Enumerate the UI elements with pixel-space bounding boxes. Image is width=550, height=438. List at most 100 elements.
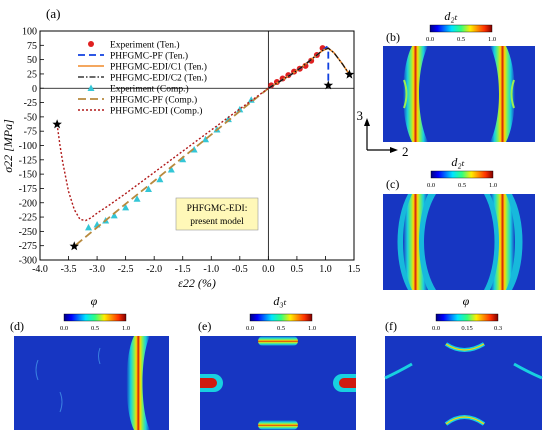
y-tick-label: -175 bbox=[19, 184, 37, 195]
colorbar-tick: 0.0 bbox=[432, 325, 440, 332]
annotation-line2: present model bbox=[190, 217, 244, 227]
data-point bbox=[202, 135, 210, 143]
legend-entry: PHFGMC-EDI/C1 (Ten.) bbox=[110, 62, 207, 73]
colorbar-c bbox=[430, 170, 494, 179]
damage-band-left bbox=[403, 194, 428, 290]
failure-star-icon bbox=[52, 119, 62, 129]
x-tick-label: -2.5 bbox=[118, 264, 134, 275]
colorbar-tick: 0.5 bbox=[457, 36, 465, 43]
annotation-box: PHFGMC-EDI: present model bbox=[175, 197, 259, 231]
y-tick-label: -250 bbox=[19, 227, 37, 238]
annotation-line1: PHFGMC-EDI: bbox=[187, 204, 248, 214]
colorbar-title-f: φ bbox=[463, 294, 470, 308]
data-point bbox=[144, 185, 152, 193]
y-tick-label: -225 bbox=[19, 213, 37, 224]
x-tick-label: -4.0 bbox=[32, 264, 48, 275]
series-line bbox=[267, 47, 351, 89]
axes-indicator: 3 2 bbox=[357, 108, 409, 159]
x-tick-label: 0.0 bbox=[262, 264, 275, 275]
colorbar-e bbox=[249, 313, 313, 322]
contour-panel-d: (d) φ 0.0 0.5 1.0 bbox=[10, 294, 169, 430]
legend-entry: Experiment (Comp.) bbox=[110, 84, 189, 95]
damage-band-right bbox=[490, 46, 515, 142]
data-point bbox=[247, 96, 255, 103]
y-tick-label: -150 bbox=[19, 170, 37, 181]
panel-label-b: (b) bbox=[386, 30, 400, 44]
colorbar-b bbox=[429, 24, 493, 33]
y-tick-label: -25 bbox=[24, 98, 37, 109]
contour-panel-e: (e) d₃ₜ 0.0 0.5 1.0 bbox=[198, 294, 356, 430]
panel-label-e: (e) bbox=[198, 319, 211, 333]
damage-spot-top bbox=[258, 336, 298, 346]
y-tick-label: -50 bbox=[24, 112, 37, 123]
legend-swatch bbox=[88, 41, 94, 47]
colorbar-tick: 0.3 bbox=[494, 325, 502, 332]
y-tick-label: -125 bbox=[19, 155, 37, 166]
failure-star-icon bbox=[323, 80, 334, 90]
colorbar-d bbox=[63, 313, 127, 322]
colorbar-tick: 0.15 bbox=[461, 325, 472, 332]
legend-entry: PHFGMC-EDI/C2 (Ten.) bbox=[110, 73, 207, 84]
y-axis-label: σ22 [MPa] bbox=[1, 119, 15, 173]
end-markers bbox=[52, 69, 355, 251]
y-tick-label: -75 bbox=[24, 127, 37, 138]
series-0 bbox=[268, 45, 326, 89]
series-line bbox=[56, 87, 269, 222]
y-tick-label: -275 bbox=[19, 241, 37, 252]
contour-panel-c: (c) d₂ₜ 0.0 0.5 1.0 bbox=[383, 155, 535, 290]
series-6 bbox=[56, 87, 269, 222]
y-tick-label: -100 bbox=[19, 141, 37, 152]
contour-panel-f: (f) φ 0.0 0.15 0.3 bbox=[384, 294, 543, 430]
data-point bbox=[167, 166, 175, 173]
data-point bbox=[179, 155, 187, 163]
colorbar-title-e: d₃ₜ bbox=[273, 294, 286, 308]
failure-star-icon bbox=[69, 241, 79, 251]
series-line bbox=[268, 47, 350, 89]
y-tick-label: 75 bbox=[27, 41, 37, 52]
x-tick-label: -3.0 bbox=[89, 264, 105, 275]
colorbar-title-b: d₂ₜ bbox=[444, 9, 457, 23]
axis-3-label: 3 bbox=[357, 108, 364, 123]
x-tick-label: -0.5 bbox=[232, 264, 248, 275]
field-e bbox=[200, 336, 356, 430]
y-tick-label: 100 bbox=[22, 27, 37, 38]
main-chart: (a) 100 75 50 25 0 -25 -50 -75 -100 -125 -150 -175 -… bbox=[1, 6, 360, 290]
fracture-band bbox=[126, 336, 150, 430]
x-tick-label: 1.0 bbox=[319, 264, 332, 275]
data-point bbox=[110, 211, 118, 219]
x-tick-label: -2.0 bbox=[146, 264, 162, 275]
colorbar-tick: 1.0 bbox=[489, 182, 497, 189]
data-point bbox=[133, 195, 141, 202]
data-point bbox=[122, 203, 130, 211]
colorbar-tick: 0.0 bbox=[246, 325, 254, 332]
legend: Experiment (Ten.)PHFGMC-PF (Ten.)PHFGMC-… bbox=[78, 40, 207, 117]
arrow-right-icon bbox=[390, 147, 398, 153]
colorbar-tick: 1.0 bbox=[488, 36, 496, 43]
series-2 bbox=[267, 47, 351, 89]
x-tick-label: 1.5 bbox=[348, 264, 361, 275]
y-tick-label: -200 bbox=[19, 198, 37, 209]
arrow-up-icon bbox=[364, 118, 370, 126]
damage-band-left bbox=[403, 46, 428, 142]
series-layer bbox=[56, 45, 351, 247]
series-line bbox=[73, 87, 269, 247]
crack-arc-left bbox=[384, 362, 413, 380]
contour-panel-b: (b) d₂ₜ 0.0 0.5 1.0 bbox=[383, 9, 535, 142]
crack-arc-right bbox=[513, 362, 543, 380]
legend-swatch bbox=[87, 84, 95, 91]
x-tick-label: 0.5 bbox=[291, 264, 304, 275]
legend-entry: PHFGMC-EDI (Comp.) bbox=[110, 106, 202, 117]
damage-band-right bbox=[490, 194, 515, 290]
panel-label-c: (c) bbox=[386, 177, 399, 191]
data-point bbox=[85, 223, 93, 231]
x-axis-label: ε22 (%) bbox=[178, 276, 216, 290]
annotation-background bbox=[175, 197, 259, 231]
data-point bbox=[156, 175, 164, 183]
legend-entry: Experiment (Ten.) bbox=[110, 40, 180, 51]
y-tick-label: 50 bbox=[27, 55, 37, 66]
legend-entry: PHFGMC-PF (Comp.) bbox=[110, 95, 197, 106]
y-tick-label: -300 bbox=[19, 256, 37, 267]
panel-label-a: (a) bbox=[46, 6, 60, 21]
colorbar-f bbox=[435, 313, 499, 322]
